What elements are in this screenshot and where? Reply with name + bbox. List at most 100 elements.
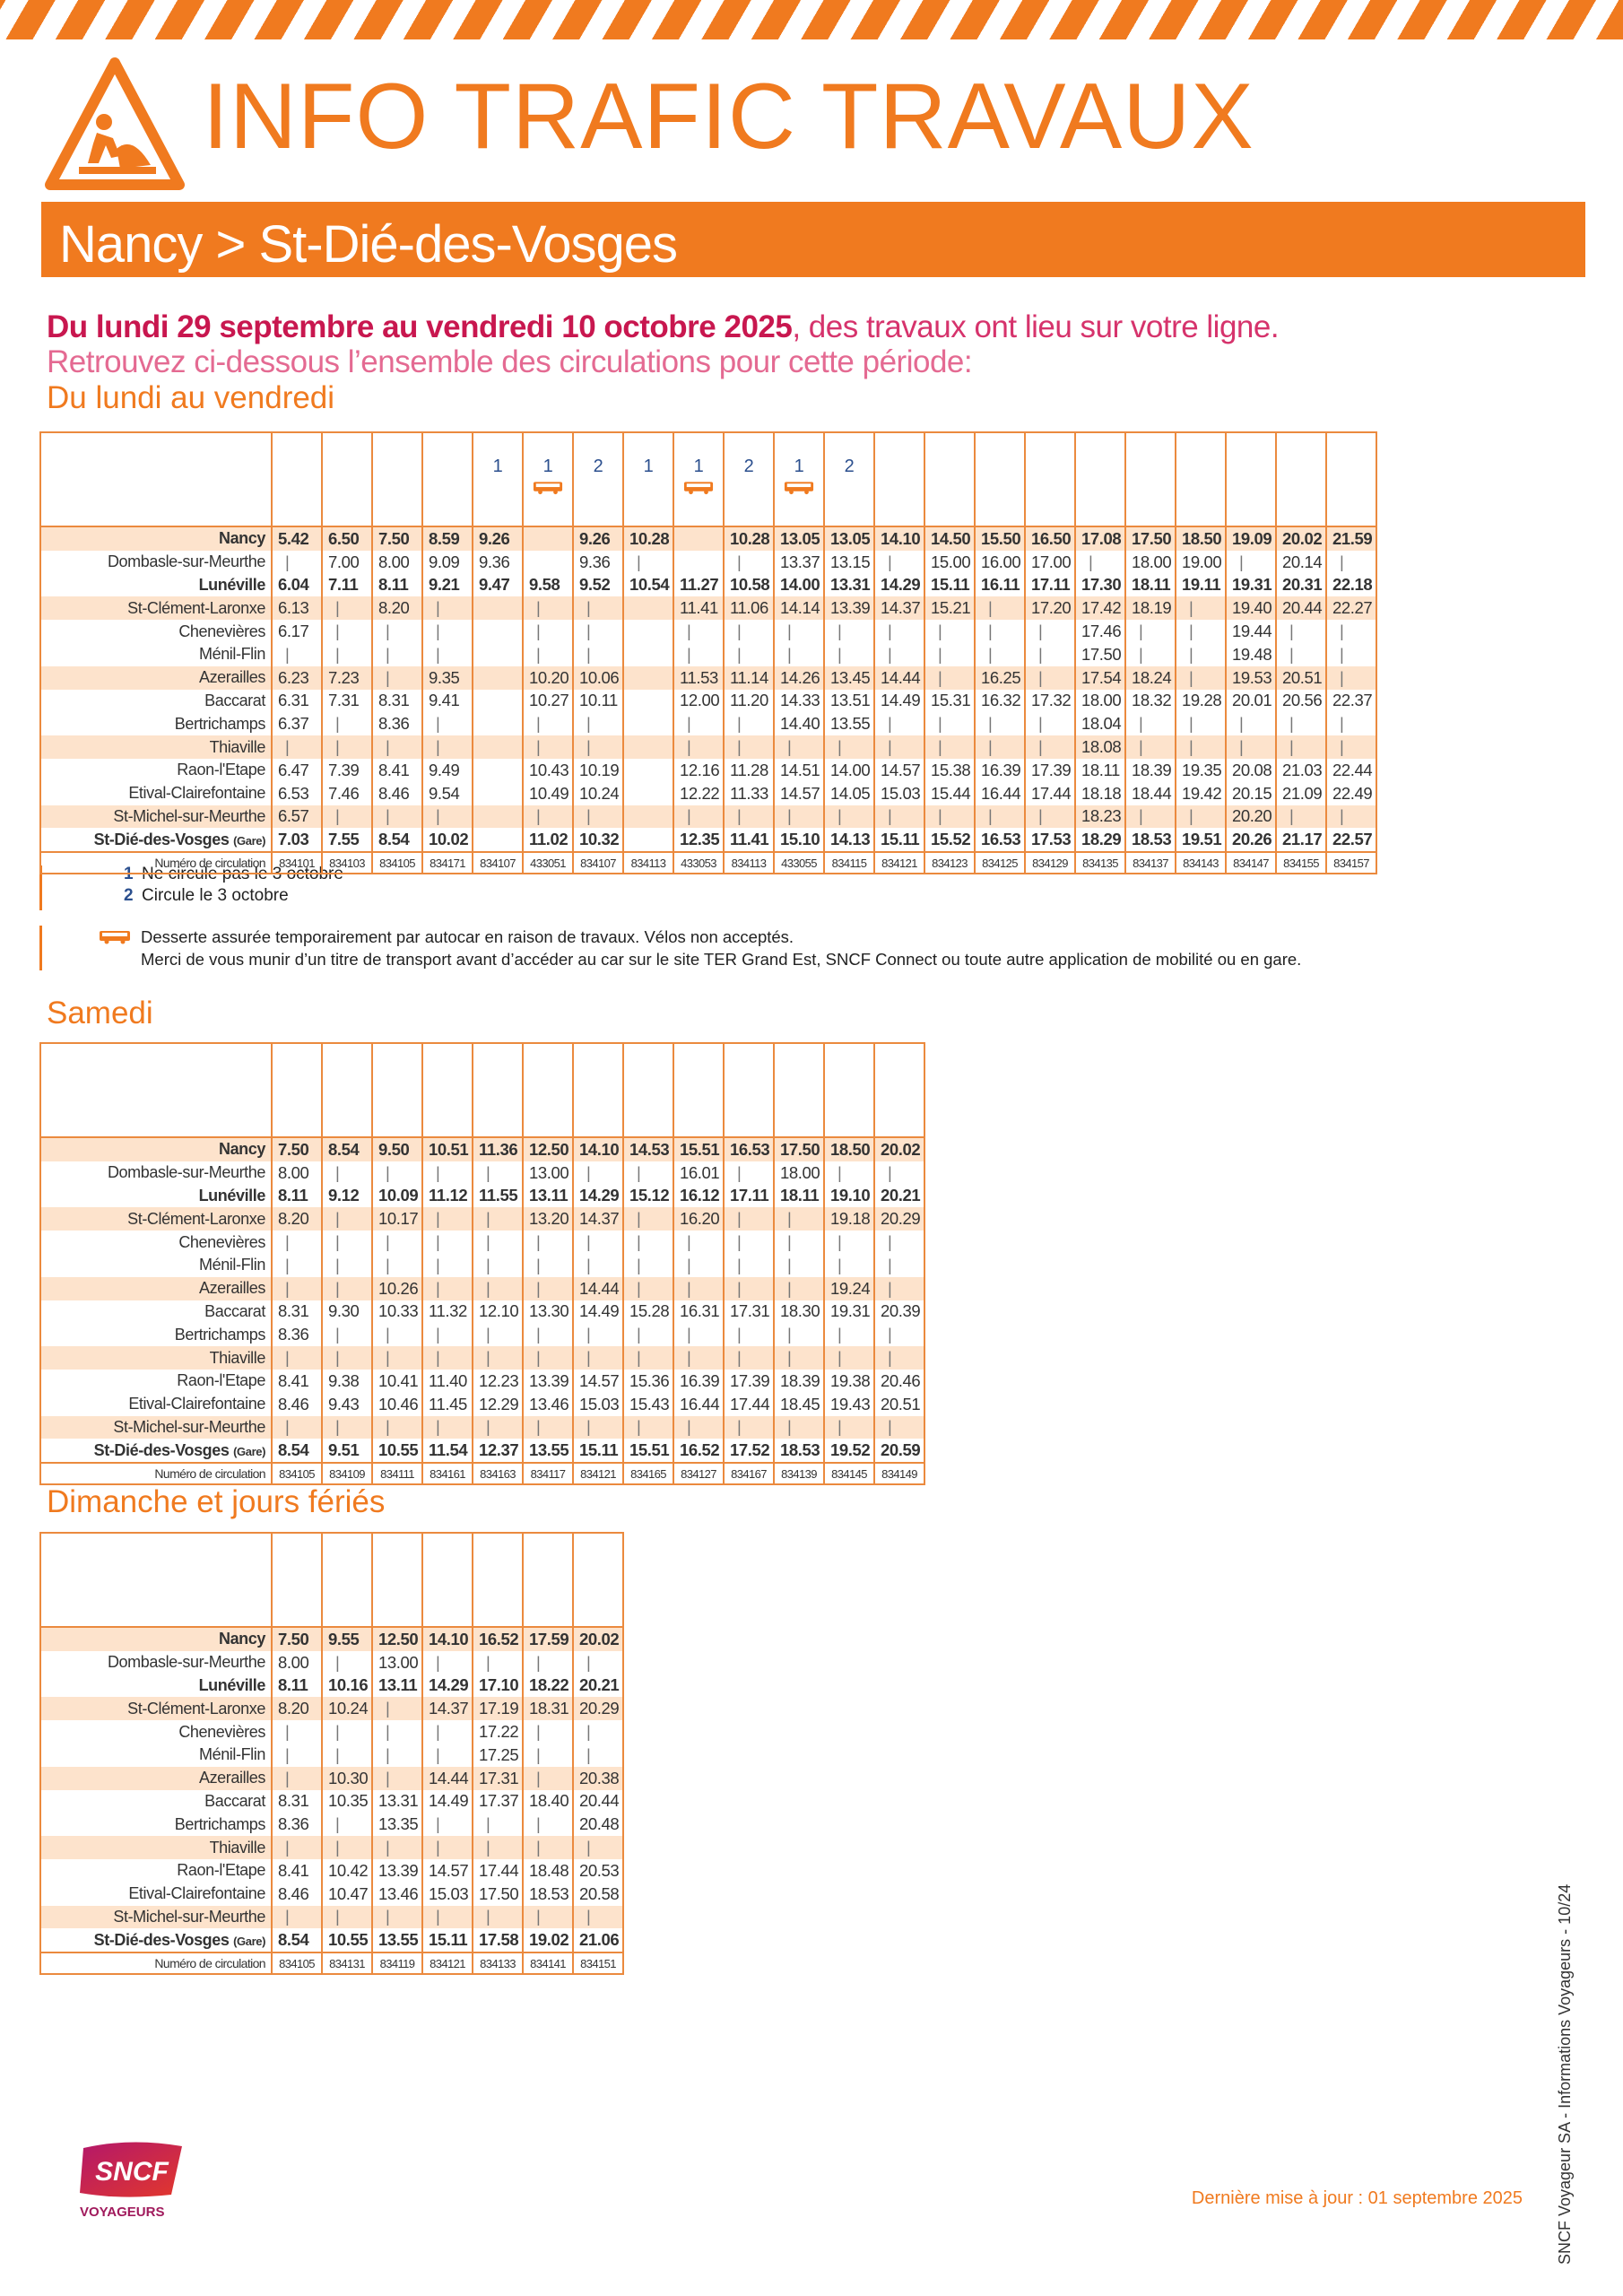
time: 13.31 (371, 1789, 423, 1813)
time: 6.17 (271, 620, 323, 643)
pass-through: | (371, 1720, 423, 1744)
time: 17.50 (472, 1882, 524, 1906)
station-row: Etival-Clairefontaine 8.46 9.43 10.46 11.45 1… (39, 1392, 925, 1416)
time: 20.29 (873, 1207, 925, 1231)
pass-through: | (371, 665, 423, 690)
pass-through: | (472, 1905, 524, 1929)
time: 10.55 (371, 1439, 423, 1465)
train-number: 834111 (371, 1462, 423, 1486)
time: 20.01 (1225, 689, 1277, 713)
time: 19.18 (823, 1207, 875, 1231)
time: 22.18 (1325, 573, 1377, 597)
time: 17.50 (773, 1136, 825, 1161)
intro-rest: , des travaux ont lieu sur votre ligne. (792, 309, 1280, 344)
legend-key: 1 (124, 865, 134, 883)
station-suffix: (Gare) (233, 833, 265, 848)
bus-icon (533, 482, 563, 495)
pass-through: | (974, 596, 1026, 621)
station: Ménil-Flin (198, 1256, 265, 1274)
time: 17.44 (1024, 781, 1076, 805)
time: 10.06 (572, 665, 624, 690)
empty-cell (472, 758, 524, 782)
time: 14.57 (572, 1369, 624, 1393)
time: 13.11 (522, 1184, 574, 1208)
time: 12.00 (673, 689, 725, 713)
time: 13.39 (823, 596, 875, 621)
time: 15.43 (622, 1392, 674, 1416)
pass-through: | (321, 1836, 373, 1859)
pass-through: | (1275, 804, 1327, 829)
time: 16.31 (673, 1300, 725, 1324)
time: 16.50 (1024, 526, 1076, 551)
time: 10.54 (622, 573, 674, 597)
time: 17.39 (1024, 758, 1076, 782)
time: 17.44 (723, 1392, 775, 1416)
station: Nancy (218, 1630, 265, 1648)
time: 11.45 (421, 1392, 473, 1416)
pass-through: | (371, 804, 423, 829)
route-band: Nancy > St-Dié-des-Vosges (41, 202, 1585, 277)
station: Baccarat (204, 691, 265, 709)
logo-text: SNCF (95, 2157, 169, 2187)
pass-through: | (873, 735, 925, 759)
updated: Dernière mise à jour : 01 septembre 2025 (1191, 2188, 1523, 2208)
empty-cell (673, 550, 725, 574)
station: St-Dié-des-Vosges (93, 1930, 230, 1949)
train-number: 834105 (271, 1462, 323, 1486)
time: 21.09 (1275, 781, 1327, 805)
column-header (1024, 431, 1076, 527)
column-header (421, 1532, 473, 1628)
title: INFO TRAFIC TRAVAUX (203, 65, 1254, 169)
legend-text: Circule le 3 octobre (142, 886, 289, 905)
time: 17.42 (1074, 596, 1126, 621)
station-name: Nancy (39, 526, 273, 551)
time: 18.31 (522, 1697, 574, 1721)
corner (39, 1532, 273, 1628)
time: 13.35 (371, 1813, 423, 1837)
timetable: Nancy 7.50 8.54 9.50 10.51 11.36 12.50 14.10 14.… (39, 1042, 925, 1486)
time: 21.59 (1325, 526, 1377, 551)
bus-note: Desserte assurée temporairement par auto… (141, 927, 794, 946)
station-name: Bertrichamps (39, 712, 273, 736)
station-name: St-Clément-Laronxe (39, 596, 273, 621)
train-number: 834121 (873, 851, 925, 875)
time: 14.57 (873, 758, 925, 782)
pass-through: | (472, 1650, 524, 1674)
time: 9.54 (421, 781, 473, 805)
time: 8.31 (271, 1300, 323, 1324)
pass-through: | (873, 550, 925, 574)
train-number: 433053 (673, 851, 725, 875)
time: 10.46 (371, 1392, 423, 1416)
pass-through: | (723, 804, 775, 829)
station-name: Thiaville (39, 735, 273, 759)
pass-through: | (522, 1323, 574, 1347)
time: 8.54 (321, 1136, 373, 1161)
time: 19.43 (823, 1392, 875, 1416)
pass-through: | (421, 1415, 473, 1439)
number-row: Numéro de circulation 834101 834103 834105 8… (39, 851, 1377, 875)
train-number: 834141 (522, 1952, 574, 1976)
time: 10.41 (371, 1369, 423, 1393)
time: 15.12 (622, 1184, 674, 1208)
empty-cell (522, 526, 574, 551)
time: 16.11 (974, 573, 1026, 597)
train-number: 834103 (321, 851, 373, 875)
column-note: 1 (492, 457, 503, 476)
time: 14.29 (572, 1184, 624, 1208)
pass-through: | (723, 1276, 775, 1300)
pass-through: | (823, 642, 875, 666)
train-number: 834119 (371, 1952, 423, 1976)
time: 10.47 (321, 1882, 373, 1906)
time: 16.53 (723, 1136, 775, 1161)
pass-through: | (371, 1743, 423, 1767)
logo-sub: VOYAGEURS (80, 2205, 164, 2220)
station: Dombasle-sur-Meurthe (107, 1653, 265, 1672)
time: 12.22 (673, 781, 725, 805)
pass-through: | (723, 550, 775, 574)
time: 19.28 (1175, 689, 1227, 713)
pass-through: | (522, 1415, 574, 1439)
time: 11.40 (421, 1369, 473, 1393)
time: 17.37 (472, 1789, 524, 1813)
station-row: Ménil-Flin | | | | | | | | | | | | | (39, 1253, 925, 1277)
intro-line: Du lundi 29 septembre au vendredi 10 oct… (47, 309, 1280, 345)
